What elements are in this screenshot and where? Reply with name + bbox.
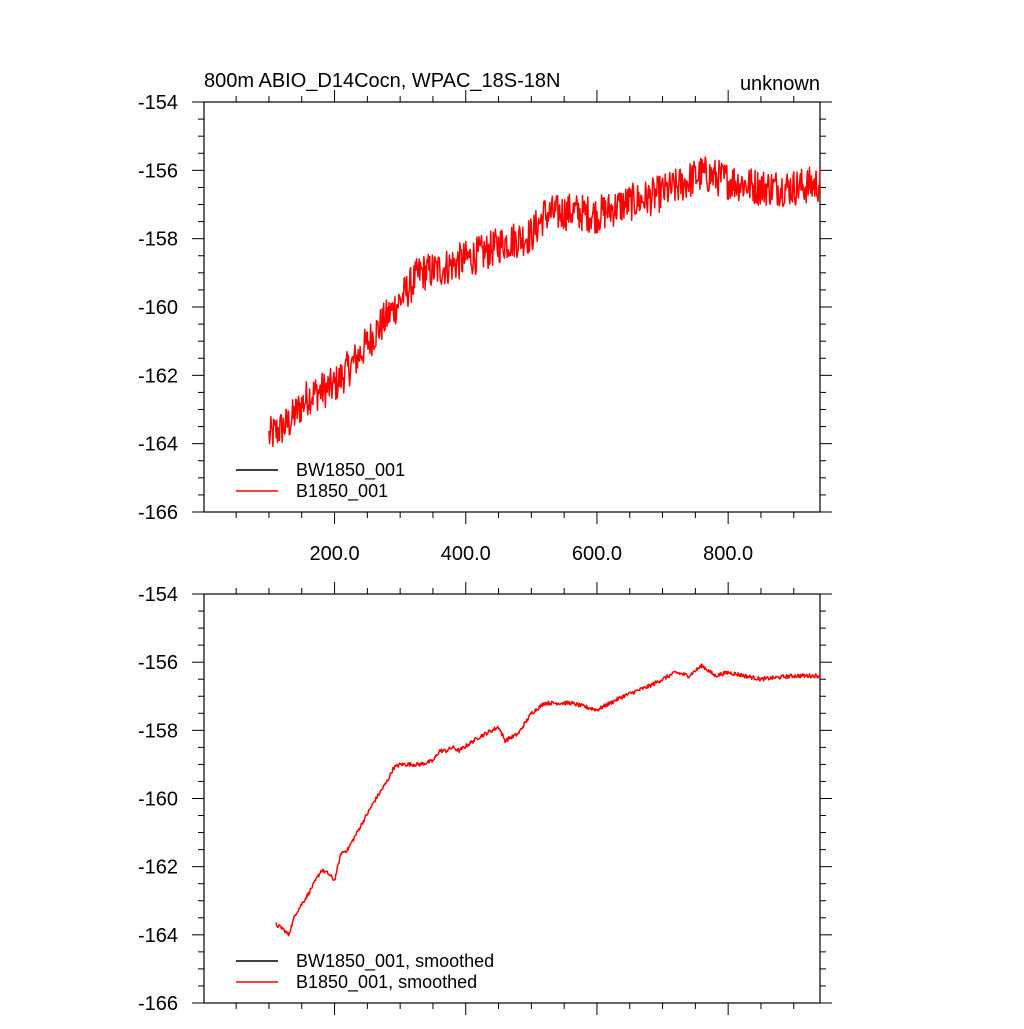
y-tick-label: -158 (138, 229, 178, 251)
y-tick-label: -162 (138, 365, 178, 387)
legend-label-0: BW1850_001 (296, 460, 405, 481)
plot-frame (203, 593, 821, 1004)
legend-label-1: B1850_001, smoothed (296, 972, 477, 993)
series-line-1 (268, 156, 821, 448)
plot-frame (203, 101, 821, 513)
chart-title: 800m ABIO_D14Cocn, WPAC_18S-18N (204, 70, 560, 92)
y-tick-label: -160 (138, 789, 178, 811)
y-tick-label: -166 (138, 502, 178, 524)
chart-panel-bottom: -166 -164 -162 -160 -158 -156 -154 BW1850_001, … (138, 582, 832, 1015)
y-tick-label: -162 (138, 857, 178, 879)
y-tick-label: -154 (138, 92, 178, 114)
series-line-1 (275, 663, 821, 937)
x-tick-label: 800.0 (703, 543, 753, 565)
y-tick-label: -164 (138, 434, 178, 456)
y-tick-label: -164 (138, 925, 178, 947)
y-tick-label: -156 (138, 160, 178, 182)
x-tick-label: 400.0 (441, 543, 491, 565)
y-tick-label: -156 (138, 652, 178, 674)
chart-panel-top: -166 -164 -162 -160 -158 -156 -154 200.0 400.0 60… (138, 70, 832, 565)
y-tick-label: -166 (138, 993, 178, 1015)
legend-label-1: B1850_001 (296, 481, 388, 502)
y-tick-label: -154 (138, 584, 178, 606)
y-tick-label: -158 (138, 720, 178, 742)
x-tick-label: 200.0 (310, 543, 360, 565)
chart-title-right: unknown (740, 73, 820, 95)
x-tick-label: 600.0 (572, 543, 622, 565)
y-tick-label: -160 (138, 297, 178, 319)
legend-label-0: BW1850_001, smoothed (296, 951, 494, 972)
